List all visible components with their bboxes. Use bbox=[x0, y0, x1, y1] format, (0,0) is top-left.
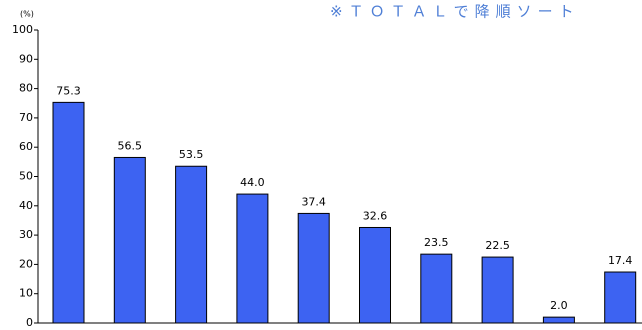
data-label: 44.0 bbox=[240, 176, 265, 189]
y-tick-label: 30 bbox=[19, 228, 33, 241]
data-label: 37.4 bbox=[301, 195, 326, 208]
chart-title: ※ＴＯＴＡＬで降順ソート bbox=[330, 3, 580, 21]
y-tick-label: 100 bbox=[12, 23, 33, 36]
y-tick-label: 80 bbox=[19, 82, 33, 95]
y-tick-label: 10 bbox=[19, 287, 33, 300]
data-label: 75.3 bbox=[56, 84, 81, 97]
bar bbox=[52, 101, 85, 324]
y-axis-unit: (%) bbox=[20, 10, 34, 19]
data-label: 32.6 bbox=[363, 209, 388, 222]
y-tick-label: 40 bbox=[19, 199, 33, 212]
bar bbox=[297, 212, 330, 324]
data-label: 53.5 bbox=[179, 148, 204, 161]
data-label: 22.5 bbox=[485, 239, 510, 252]
bar bbox=[113, 156, 146, 324]
y-tick-label: 0 bbox=[26, 316, 33, 329]
y-tick-label: 70 bbox=[19, 111, 33, 124]
bar bbox=[542, 316, 575, 324]
y-tick-label: 90 bbox=[19, 52, 33, 65]
bar bbox=[236, 193, 269, 324]
y-tick-label: 50 bbox=[19, 170, 33, 183]
data-label: 56.5 bbox=[118, 139, 143, 152]
bar bbox=[175, 165, 208, 324]
data-label: 2.0 bbox=[550, 299, 568, 312]
y-tick-label: 20 bbox=[19, 257, 33, 270]
bar bbox=[604, 271, 637, 324]
bar bbox=[481, 256, 514, 324]
bar bbox=[420, 253, 453, 324]
bar bbox=[359, 226, 391, 324]
data-label: 17.4 bbox=[608, 254, 633, 267]
data-label: 23.5 bbox=[424, 236, 449, 249]
y-tick-label: 60 bbox=[19, 140, 33, 153]
